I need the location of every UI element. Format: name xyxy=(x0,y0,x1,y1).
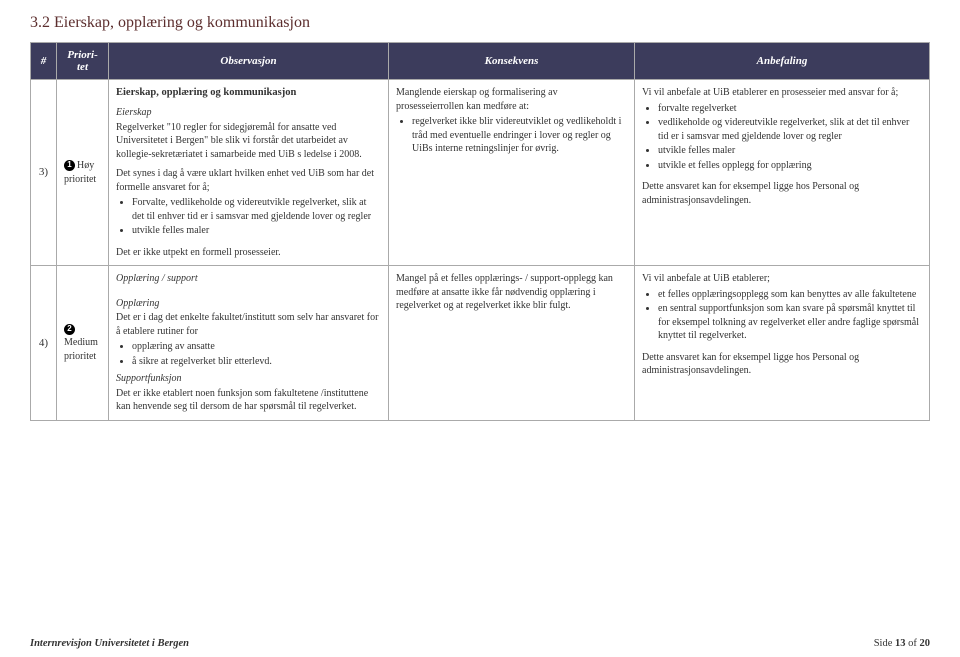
row-observation: Eierskap, opplæring og kommunikasjon Eie… xyxy=(109,80,389,266)
kons-text: Mangel på et felles opplærings- / suppor… xyxy=(396,272,627,313)
anb-text: Dette ansvaret kan for eksempel ligge ho… xyxy=(642,180,922,207)
kons-list: regelverket ikke blir videreutviklet og … xyxy=(396,115,627,156)
list-item: utvikle felles maler xyxy=(132,224,381,238)
priority-icon: 2 xyxy=(64,324,75,335)
anb-text: Vi vil anbefale at UiB etablerer; xyxy=(642,272,922,286)
table-row: 4) 2 Medium prioritet Opplæring / support… xyxy=(31,266,930,421)
anb-list: forvalte regelverket vedlikeholde og vid… xyxy=(642,102,922,173)
obs-text: Det er ikke etablert noen funksjon som f… xyxy=(116,387,381,414)
obs-heading: Eierskap, opplæring og kommunikasjon xyxy=(116,86,381,100)
row-priority: 2 Medium prioritet xyxy=(57,266,109,421)
footer-left: Internrevisjon Universitetet i Bergen xyxy=(30,638,189,649)
obs-subhead: Eierskap xyxy=(116,106,381,120)
col-anb: Anbefaling xyxy=(635,43,930,80)
row-consequence: Mangel på et felles opplærings- / suppor… xyxy=(389,266,635,421)
obs-text: Det er i dag det enkelte fakultet/instit… xyxy=(116,311,381,338)
list-item: å sikre at regelverket blir etterlevd. xyxy=(132,355,381,369)
anb-text: Dette ansvaret kan for eksempel ligge ho… xyxy=(642,351,922,378)
obs-text: Regelverket "10 regler for sidegjøremål … xyxy=(116,121,381,162)
obs-subhead: Supportfunksjon xyxy=(116,372,381,386)
kons-text: Manglende eierskap og formalisering av p… xyxy=(396,86,627,113)
row-recommendation: Vi vil anbefale at UiB etablerer en pros… xyxy=(635,80,930,266)
row-num: 4) xyxy=(31,266,57,421)
col-prio: Priori- tet xyxy=(57,43,109,80)
list-item: Forvalte, vedlikeholde og videreutvikle … xyxy=(132,196,381,223)
table-header-row: # Priori- tet Observasjon Konsekvens Anb… xyxy=(31,43,930,80)
findings-table: # Priori- tet Observasjon Konsekvens Anb… xyxy=(30,42,930,421)
obs-subhead: Opplæring xyxy=(116,297,381,311)
table-row: 3) 1Høy prioritet Eierskap, opplæring og… xyxy=(31,80,930,266)
page-number: 13 xyxy=(895,638,906,649)
anb-list: et felles opplæringsopplegg som kan beny… xyxy=(642,288,922,343)
list-item: utvikle felles maler xyxy=(658,144,922,158)
col-num: # xyxy=(31,43,57,80)
obs-text: Det synes i dag å være uklart hvilken en… xyxy=(116,167,381,194)
row-priority: 1Høy prioritet xyxy=(57,80,109,266)
list-item: en sentral supportfunksjon som kan svare… xyxy=(658,302,922,343)
list-item: forvalte regelverket xyxy=(658,102,922,116)
row-num: 3) xyxy=(31,80,57,266)
footer-right: Side 13 of 20 xyxy=(874,638,930,649)
obs-text: Det er ikke utpekt en formell prosesseie… xyxy=(116,246,381,260)
footer-text: of xyxy=(906,638,920,649)
priority-icon: 1 xyxy=(64,160,75,171)
col-obs: Observasjon xyxy=(109,43,389,80)
col-kons: Konsekvens xyxy=(389,43,635,80)
obs-list: Forvalte, vedlikeholde og videreutvikle … xyxy=(116,196,381,238)
list-item: utvikle et felles opplegg for opplæring xyxy=(658,159,922,173)
page-total: 20 xyxy=(920,638,931,649)
list-item: opplæring av ansatte xyxy=(132,340,381,354)
obs-list: opplæring av ansatte å sikre at regelver… xyxy=(116,340,381,368)
list-item: regelverket ikke blir videreutviklet og … xyxy=(412,115,627,156)
row-consequence: Manglende eierskap og formalisering av p… xyxy=(389,80,635,266)
obs-heading: Opplæring / support xyxy=(116,272,381,286)
row-recommendation: Vi vil anbefale at UiB etablerer; et fel… xyxy=(635,266,930,421)
footer-text: Side xyxy=(874,638,895,649)
section-title: 3.2 Eierskap, opplæring og kommunikasjon xyxy=(30,14,930,32)
list-item: et felles opplæringsopplegg som kan beny… xyxy=(658,288,922,302)
anb-text: Vi vil anbefale at UiB etablerer en pros… xyxy=(642,86,922,100)
page-footer: Internrevisjon Universitetet i Bergen Si… xyxy=(30,638,930,649)
row-observation: Opplæring / support Opplæring Det er i d… xyxy=(109,266,389,421)
priority-label: Medium prioritet xyxy=(64,337,98,362)
list-item: vedlikeholde og videreutvikle regelverke… xyxy=(658,116,922,143)
